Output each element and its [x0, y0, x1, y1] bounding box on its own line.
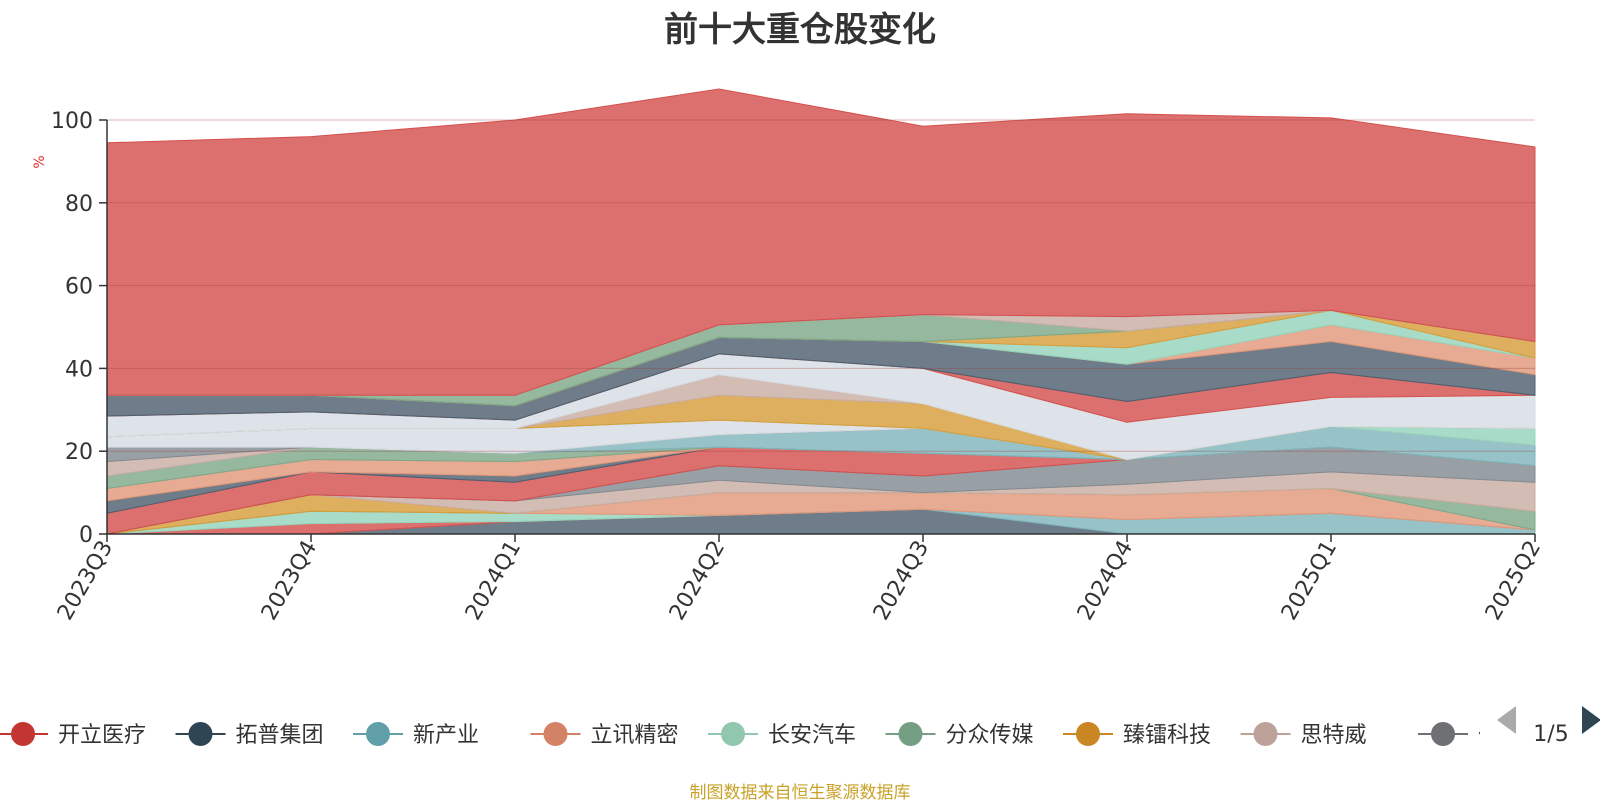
- x-tick-label: 2024Q3: [869, 537, 934, 625]
- legend-label: 拓普集团: [236, 723, 324, 748]
- legend-item[interactable]: 拓普集团: [175, 722, 324, 748]
- legend-label: 伯特利: [1478, 723, 1544, 748]
- area-layers: [106, 88, 1536, 535]
- legend-marker: [1431, 722, 1455, 746]
- legend-marker: [366, 722, 390, 746]
- legend-marker: [1253, 722, 1278, 746]
- legend-label: 臻镭科技: [1123, 723, 1211, 748]
- legend-label: 立讯精密: [591, 723, 679, 748]
- x-tick-label: 2025Q2: [1481, 537, 1546, 625]
- legend-marker: [1076, 722, 1100, 746]
- legend-item[interactable]: 开立医疗: [0, 722, 146, 748]
- y-tick-label: 80: [65, 192, 93, 217]
- legend-pager: 1/5: [1497, 706, 1600, 747]
- x-tick-label: 2023Q3: [53, 537, 118, 625]
- legend-page-indicator: 1/5: [1533, 722, 1568, 747]
- legend-label: 长安汽车: [768, 723, 856, 748]
- legend-label: 开立医疗: [58, 723, 146, 748]
- legend-marker: [543, 722, 568, 746]
- legend-item[interactable]: 分众传媒: [885, 722, 1034, 748]
- legend-item[interactable]: 立讯精密: [530, 722, 679, 748]
- legend-item[interactable]: 思特威: [1240, 722, 1367, 748]
- legend-item[interactable]: 新产业: [353, 722, 479, 748]
- legend-marker: [898, 722, 923, 746]
- legend-label: 分众传媒: [946, 723, 1034, 748]
- legend-label: 思特威: [1301, 723, 1367, 748]
- legend: 开立医疗 拓普集团 新产业 立讯精密 长安汽车 分众传媒 臻镭科技 思特威 伯特利: [0, 722, 1544, 748]
- source-note: 制图数据来自恒生聚源数据库: [689, 783, 911, 803]
- legend-next-icon[interactable]: [1582, 706, 1600, 734]
- x-tick-label: 2024Q4: [1073, 537, 1138, 625]
- x-tick-label: 2025Q1: [1277, 537, 1342, 625]
- y-tick-label: 20: [65, 440, 93, 465]
- x-tick-label: 2024Q2: [665, 537, 730, 625]
- legend-prev-icon[interactable]: [1497, 706, 1516, 734]
- legend-item[interactable]: 伯特利: [1418, 722, 1544, 748]
- y-tick-label: 0: [79, 523, 93, 548]
- legend-item[interactable]: 长安汽车: [708, 722, 856, 748]
- legend-marker: [11, 722, 35, 746]
- y-tick-label: 60: [65, 275, 93, 300]
- y-tick-label: 40: [65, 357, 93, 382]
- chart-title: 前十大重仓股变化: [664, 10, 936, 50]
- legend-marker: [721, 722, 745, 746]
- legend-marker: [188, 722, 213, 746]
- y-axis-label: %: [32, 155, 48, 168]
- x-tick-label: 2023Q4: [257, 537, 322, 625]
- grid-lines: [107, 119, 1535, 452]
- y-tick-label: 100: [51, 109, 93, 134]
- x-tick-label: 2024Q1: [461, 537, 526, 625]
- legend-label: 新产业: [413, 723, 479, 748]
- legend-item[interactable]: 臻镭科技: [1063, 722, 1211, 748]
- area-series-28: [106, 88, 1536, 396]
